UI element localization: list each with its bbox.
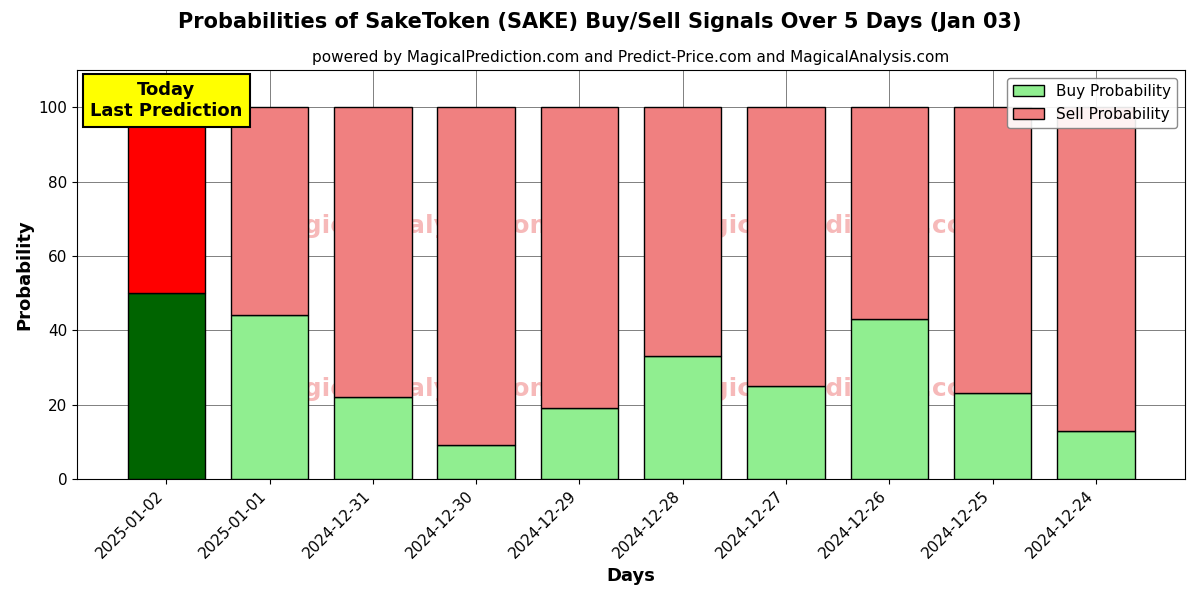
- Bar: [127, 107, 205, 293]
- Bar: [541, 408, 618, 479]
- Bar: [748, 386, 824, 479]
- Text: Probabilities of SakeToken (SAKE) Buy/Sell Signals Over 5 Days (Jan 03): Probabilities of SakeToken (SAKE) Buy/Se…: [179, 12, 1021, 32]
- Bar: [1057, 107, 1135, 431]
- Y-axis label: Probability: Probability: [14, 219, 32, 330]
- Bar: [954, 394, 1031, 479]
- Bar: [748, 107, 824, 386]
- Bar: [954, 107, 1031, 394]
- Bar: [230, 316, 308, 479]
- Title: powered by MagicalPrediction.com and Predict-Price.com and MagicalAnalysis.com: powered by MagicalPrediction.com and Pre…: [312, 50, 949, 65]
- Bar: [644, 356, 721, 479]
- Bar: [437, 107, 515, 445]
- Text: MagicalAnalysis.com: MagicalAnalysis.com: [263, 214, 557, 238]
- X-axis label: Days: Days: [607, 567, 655, 585]
- Bar: [334, 397, 412, 479]
- Bar: [851, 319, 928, 479]
- Bar: [851, 107, 928, 319]
- Bar: [334, 107, 412, 397]
- Text: MagicalPrediction.com: MagicalPrediction.com: [670, 214, 991, 238]
- Bar: [541, 107, 618, 408]
- Text: MagicalAnalysis.com: MagicalAnalysis.com: [263, 377, 557, 401]
- Legend: Buy Probability, Sell Probability: Buy Probability, Sell Probability: [1007, 78, 1177, 128]
- Bar: [437, 445, 515, 479]
- Text: MagicalPrediction.com: MagicalPrediction.com: [670, 377, 991, 401]
- Text: Today
Last Prediction: Today Last Prediction: [90, 82, 242, 120]
- Bar: [644, 107, 721, 356]
- Bar: [230, 107, 308, 316]
- Bar: [1057, 431, 1135, 479]
- Bar: [127, 293, 205, 479]
